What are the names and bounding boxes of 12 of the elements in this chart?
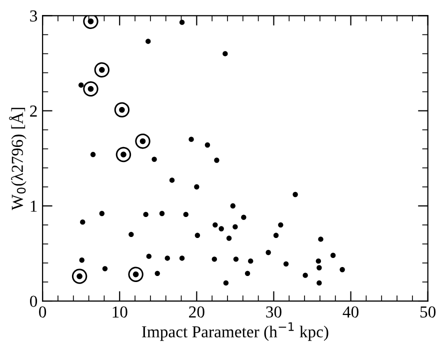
y-tick-label: 2 bbox=[30, 106, 37, 117]
x-tick-label: 30 bbox=[266, 306, 282, 318]
y-tick-label: 1 bbox=[30, 200, 37, 212]
x-tick-label: 0 bbox=[39, 306, 46, 318]
x-tick-label: 10 bbox=[112, 306, 128, 318]
x-tick-label: 20 bbox=[189, 306, 204, 318]
x-tick-label: 40 bbox=[342, 306, 358, 318]
x-axis-title: Impact Parameter (h$^{−1}$ kpc) bbox=[142, 322, 328, 341]
y-tick-label: 3 bbox=[30, 10, 38, 22]
y-tick-label: 0 bbox=[30, 296, 38, 307]
y-axis-title: W$_{0}$(λ2796) [Å] bbox=[9, 108, 26, 210]
x-tick-label: 50 bbox=[420, 306, 436, 318]
